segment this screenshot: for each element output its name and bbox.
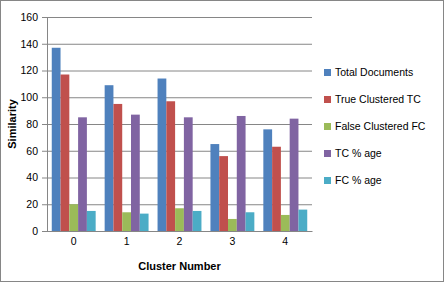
y-tick-label: 80 [26, 118, 38, 130]
y-axis-title: Similarity [6, 98, 18, 148]
bar [113, 104, 122, 231]
grid-line [47, 44, 312, 45]
legend-label: True Clustered TC [335, 93, 421, 105]
chart: 0 20 40 60 80 100 120 140 160 0 1 2 3 4 Cluster Number… [0, 0, 444, 282]
bar [140, 214, 149, 231]
bar [87, 211, 96, 231]
x-axis-title: Cluster Number [138, 260, 221, 272]
y-tick: 40 [26, 171, 47, 183]
bar [290, 119, 299, 231]
bar [175, 208, 184, 231]
y-tick-mark [42, 71, 47, 72]
bars [52, 48, 307, 231]
x-tick-label: 0 [71, 235, 77, 247]
legend-label: Total Documents [335, 66, 413, 78]
bar [281, 215, 290, 231]
y-tick: 60 [26, 145, 47, 157]
x-tick: 1 [124, 231, 130, 247]
legend-entry: TC % age [324, 147, 382, 159]
bar [184, 117, 193, 231]
bar-series [78, 115, 298, 231]
legend-swatch [324, 177, 331, 184]
y-tick-label: 20 [26, 198, 38, 210]
y-tick-mark [42, 17, 47, 18]
bar-series [52, 48, 272, 231]
x-tick-label: 1 [124, 235, 130, 247]
legend: Total Documents True Clustered TC False Cl… [324, 66, 426, 186]
y-tick: 100 [20, 91, 47, 103]
legend-entry: FC % age [324, 174, 382, 186]
y-tick-label: 140 [20, 38, 38, 50]
bar [219, 156, 228, 231]
grid-line [47, 231, 312, 232]
bar [228, 219, 237, 231]
y-tick-label: 160 [20, 11, 38, 23]
x-tick-label: 4 [282, 235, 288, 247]
bar [298, 210, 307, 231]
legend-swatch [324, 123, 331, 130]
bar-series [87, 210, 307, 231]
x-tick: 3 [229, 231, 235, 247]
legend-swatch [324, 69, 331, 76]
x-tick: 2 [177, 231, 183, 247]
legend-label: FC % age [335, 174, 382, 186]
y-tick: 120 [20, 64, 47, 76]
bar [122, 212, 131, 231]
bar [52, 48, 61, 231]
bar [210, 144, 219, 231]
y-tick-label: 100 [20, 91, 38, 103]
x-tick: 4 [282, 231, 288, 247]
grid-line [47, 17, 312, 18]
y-axis-line [42, 18, 48, 232]
bar [78, 117, 87, 231]
y-tick-label: 120 [20, 64, 38, 76]
bar [61, 75, 70, 231]
bar [158, 79, 167, 231]
bar-series [61, 75, 281, 231]
bar-series [69, 204, 289, 231]
y-tick-mark [42, 44, 47, 45]
y-tick: 20 [26, 198, 47, 210]
x-axis: 0 1 2 3 4 [48, 231, 313, 247]
y-tick-mark [42, 151, 47, 152]
x-tick-label: 2 [177, 235, 183, 247]
legend-label: False Clustered FC [335, 120, 426, 132]
plot: 0 20 40 60 80 100 120 140 160 0 1 2 3 4 [20, 11, 312, 248]
bar [69, 204, 78, 231]
legend-entry: True Clustered TC [324, 93, 421, 105]
legend-entry: Total Documents [324, 66, 413, 78]
grid-line [47, 71, 312, 72]
grid-line [47, 97, 312, 98]
legend-swatch [324, 96, 331, 103]
y-tick-label: 60 [26, 145, 38, 157]
chart-frame [1, 1, 444, 282]
bar [237, 116, 246, 231]
y-tick: 0 [32, 225, 47, 237]
y-tick-mark [42, 97, 47, 98]
y-tick-mark [42, 231, 47, 232]
bar [263, 129, 272, 231]
y-tick: 140 [20, 38, 47, 50]
y-tick: 160 [20, 11, 47, 23]
legend-swatch [324, 150, 331, 157]
x-axis-line [48, 231, 313, 232]
x-tick: 0 [71, 231, 77, 247]
y-tick-mark [42, 204, 47, 205]
grid [47, 18, 312, 232]
bar [131, 115, 140, 231]
x-tick-label: 3 [229, 235, 235, 247]
bar [272, 147, 281, 231]
y-tick-mark [42, 124, 47, 125]
y-tick: 80 [26, 118, 47, 130]
y-tick-label: 40 [26, 171, 38, 183]
y-tick-label: 0 [32, 225, 38, 237]
bar [105, 85, 114, 231]
y-tick-mark [42, 178, 47, 179]
legend-label: TC % age [335, 147, 382, 159]
bar [193, 211, 202, 231]
y-axis: 0 20 40 60 80 100 120 140 160 [20, 11, 47, 237]
bar [246, 212, 255, 231]
bar [166, 101, 175, 231]
legend-entry: False Clustered FC [324, 120, 426, 132]
